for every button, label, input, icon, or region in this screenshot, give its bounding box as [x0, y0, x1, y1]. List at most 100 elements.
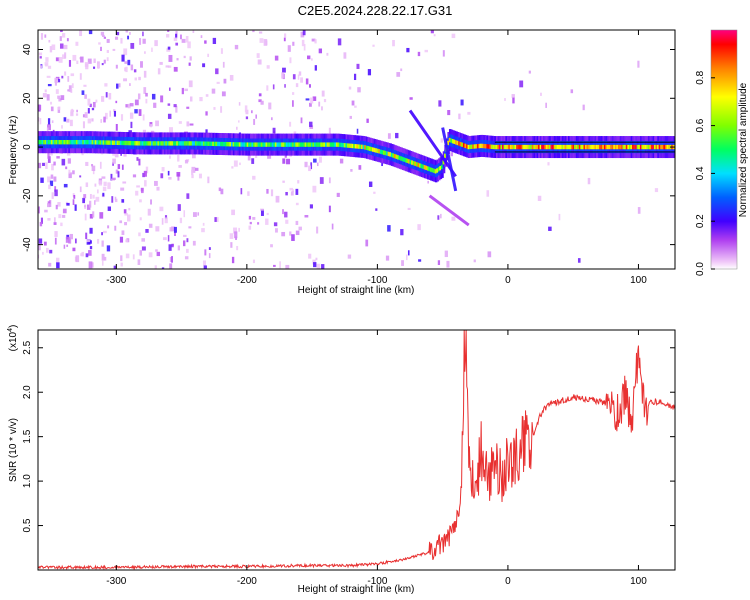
spectrogram-speckle — [169, 263, 173, 269]
snr-y-tick-label: 2.0 — [22, 385, 33, 399]
spectrogram-ridge-core — [262, 142, 266, 147]
spectrogram-speckle — [44, 34, 47, 38]
spectrogram-speckle — [177, 245, 180, 251]
spectrogram-speckle — [375, 208, 378, 211]
spectrogram-ridge-core — [448, 137, 452, 143]
spectrogram-speckle — [154, 40, 158, 47]
spectrogram-speckle — [336, 192, 340, 197]
spectrogram-ridge-core — [184, 141, 187, 146]
spectrogram-speckle — [160, 173, 164, 179]
spectrogram-speckle — [134, 109, 138, 114]
spectrogram-speckle — [124, 67, 127, 72]
spectrogram-speckle — [113, 265, 117, 269]
spectrogram-speckle — [284, 211, 288, 218]
spectrogram-speckle — [121, 164, 124, 170]
spectrogram-speckle — [42, 93, 47, 98]
spectrogram-speckle — [129, 112, 134, 119]
spectrogram-speckle — [143, 170, 147, 177]
spectrogram-x-ticks: -300 -200 -100 0 100 — [106, 30, 647, 286]
spectrogram-speckle — [151, 47, 153, 52]
spectrogram-speckle — [104, 112, 108, 120]
spectrogram-speckle — [107, 206, 112, 211]
spectrogram-ridge-core — [101, 140, 104, 145]
spectrogram-ridge-core — [127, 140, 131, 146]
spectrogram-ridge-core — [581, 144, 585, 150]
spectrogram-speckle — [191, 166, 196, 173]
spectrogram-ridge-core — [329, 142, 333, 147]
spectrogram-ridge-core — [221, 141, 225, 147]
spectrogram-speckle — [85, 182, 89, 188]
spectrogram-speckle — [86, 239, 90, 243]
spectrogram-speckle — [314, 39, 317, 44]
spectrogram-speckle — [220, 106, 223, 113]
spectrogram-ridge-core — [209, 141, 212, 146]
spectrogram-ridge-core — [332, 142, 336, 147]
spectrogram-ridge-core — [260, 142, 264, 147]
spectrogram-ridge-core — [373, 147, 377, 153]
spectrogram-speckle — [148, 223, 153, 228]
spectrogram-speckle — [179, 217, 183, 224]
spectrogram-speckle — [558, 213, 561, 221]
spectrogram-ridge-core — [49, 139, 53, 145]
spectrogram-speckle — [247, 191, 250, 196]
spectrogram-speckle — [321, 106, 323, 111]
spectrogram-speckle — [68, 85, 72, 92]
spectrogram-speckle — [239, 162, 241, 166]
spectrogram-speckle — [343, 52, 347, 59]
spectrogram-ridge-core — [177, 141, 181, 146]
spectrogram-ridge-core — [285, 142, 289, 147]
spectrogram-speckle — [181, 38, 186, 43]
spectrogram-speckle — [51, 192, 54, 199]
spectrogram-ridge-core — [354, 144, 358, 149]
spectrogram-speckle — [40, 65, 43, 68]
spectrogram-ridge-core — [68, 139, 71, 145]
spectrogram-speckle — [85, 161, 89, 166]
spectrogram-ridge-core — [403, 157, 407, 162]
spectrogram-speckle — [143, 87, 147, 94]
spectrogram-speckle — [300, 117, 303, 124]
spectrogram-ridge-core — [599, 144, 602, 150]
spectrogram-speckle — [192, 151, 196, 159]
spectrogram-speckle — [191, 174, 194, 179]
spectrogram-speckle — [180, 34, 182, 40]
spectrogram-ridge-core — [299, 142, 303, 147]
spectrogram-speckle — [43, 241, 47, 246]
spectrogram-speckle — [171, 243, 174, 248]
spectrogram-speckle — [223, 78, 227, 84]
spectrogram-speckle — [66, 244, 69, 247]
spectrogram-speckle — [76, 109, 78, 113]
spectrogram-ridge-core — [74, 139, 78, 145]
spectrogram-ridge-core — [276, 142, 280, 147]
spectrogram-speckle — [188, 226, 192, 229]
colorbar: 0.0 0.2 0.4 0.6 0.8 Normalized spectral ampl… — [695, 29, 749, 276]
spectrogram-speckle — [349, 115, 352, 119]
spectrogram-speckle — [202, 260, 206, 266]
spectrogram-ridge-core — [531, 144, 535, 150]
spectrogram-speckle — [145, 229, 149, 233]
spectrogram-speckle — [302, 30, 306, 36]
spectrogram-speckle — [258, 31, 263, 34]
spectrogram-speckle — [46, 75, 51, 78]
spectrogram-speckle — [186, 193, 190, 199]
snr-x-tick-label: 100 — [630, 576, 647, 587]
spectrogram-speckle — [268, 102, 272, 110]
spectrogram-x-label: Height of straight line (km) — [298, 285, 415, 296]
spectrogram-ridge-core — [440, 164, 444, 170]
spectrogram-ridge-core — [251, 142, 255, 147]
spectrogram-speckle — [98, 42, 101, 45]
spectrogram-speckle — [160, 95, 164, 103]
spectrogram-speckle — [273, 222, 278, 227]
spectrogram-ridge-core — [365, 145, 369, 150]
spectrogram-speckle — [289, 187, 294, 191]
spectrogram-ridge-core — [243, 142, 247, 147]
spectrogram-ridge-core — [433, 168, 436, 173]
spectrogram-speckle — [123, 153, 127, 157]
spectrogram-speckle — [47, 201, 51, 204]
spectrogram-ridge-core — [644, 144, 648, 150]
snr-plot-area — [38, 330, 675, 570]
spectrogram-speckle — [143, 70, 147, 78]
spectrogram-speckle — [159, 61, 163, 65]
spectrogram-ridge-core — [596, 144, 599, 150]
spectrogram-speckle — [409, 97, 413, 100]
spectrogram-ridge-core — [129, 140, 133, 146]
